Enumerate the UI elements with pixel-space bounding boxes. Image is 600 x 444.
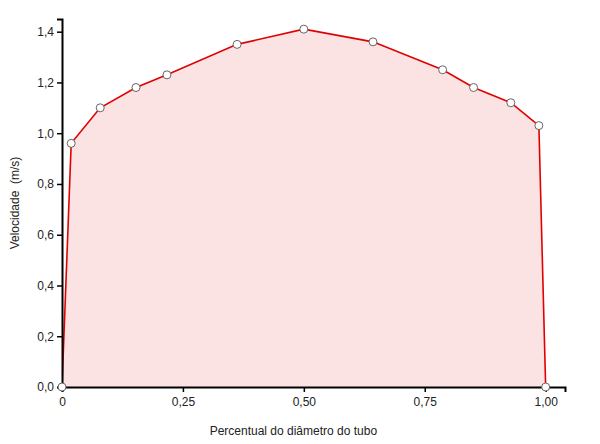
x-axis: 0 0,25 0,50 0,75 1,00 bbox=[59, 387, 565, 409]
y-tick-mark bbox=[57, 31, 62, 33]
data-point bbox=[470, 84, 478, 92]
data-point bbox=[163, 71, 171, 79]
data-group bbox=[62, 29, 546, 387]
axis-line bbox=[57, 20, 63, 388]
chart-svg: 0 0,25 0,50 0,75 1,00 0,0 0,2 0,4 0,6 0,8 1,0 1,2 1,… bbox=[0, 0, 600, 444]
data-line bbox=[62, 29, 546, 387]
data-point bbox=[535, 122, 543, 130]
y-tick-label: 1,0 bbox=[37, 127, 54, 141]
plot-area: 0 0,25 0,50 0,75 1,00 0,0 0,2 0,4 0,6 0,8 1,0 1,2 1,… bbox=[37, 20, 565, 409]
y-tick-mark bbox=[57, 234, 62, 236]
x-tick-mark bbox=[424, 387, 426, 392]
marker-group bbox=[58, 25, 550, 391]
y-tick: 1,0 bbox=[37, 127, 62, 141]
y-tick: 0,8 bbox=[37, 177, 62, 191]
x-tick-label: 0,50 bbox=[293, 395, 317, 409]
data-point bbox=[369, 38, 377, 46]
data-point bbox=[132, 84, 140, 92]
y-tick-label: 0,0 bbox=[37, 380, 54, 394]
y-axis-title: Velocidade (m/s) bbox=[8, 157, 22, 250]
y-tick-label: 1,4 bbox=[37, 25, 54, 39]
y-tick-mark bbox=[57, 285, 62, 287]
x-tick-label: 0,25 bbox=[172, 395, 196, 409]
data-point bbox=[233, 40, 241, 48]
axis-line bbox=[63, 388, 566, 393]
y-tick-label: 0,8 bbox=[37, 177, 54, 191]
y-tick: 0,2 bbox=[37, 330, 62, 344]
y-tick: 1,2 bbox=[37, 76, 62, 90]
data-point bbox=[507, 99, 515, 107]
x-tick-mark bbox=[304, 387, 306, 392]
data-point bbox=[58, 383, 66, 391]
x-axis-title: Percentual do diâmetro do tubo bbox=[210, 424, 378, 438]
x-tick: 0,25 bbox=[172, 387, 196, 409]
x-tick-label: 1,00 bbox=[534, 395, 558, 409]
chart-container: 0 0,25 0,50 0,75 1,00 0,0 0,2 0,4 0,6 0,8 1,0 1,2 1,… bbox=[0, 0, 600, 444]
y-tick-label: 0,4 bbox=[37, 279, 54, 293]
data-point bbox=[96, 104, 104, 112]
x-tick-label: 0,75 bbox=[414, 395, 438, 409]
y-tick-mark bbox=[57, 184, 62, 186]
y-tick: 1,4 bbox=[37, 25, 62, 39]
data-point bbox=[300, 25, 308, 33]
x-tick-mark bbox=[183, 387, 185, 392]
x-tick-label: 0 bbox=[59, 395, 66, 409]
y-tick-mark bbox=[57, 82, 62, 84]
y-axis: 0,0 0,2 0,4 0,6 0,8 1,0 1,2 1,4 bbox=[37, 20, 62, 395]
x-tick: 0,75 bbox=[414, 387, 438, 409]
data-point bbox=[542, 383, 550, 391]
y-tick-label: 0,2 bbox=[37, 330, 54, 344]
y-tick-label: 1,2 bbox=[37, 76, 54, 90]
y-tick-mark bbox=[57, 133, 62, 135]
y-tick-mark bbox=[57, 336, 62, 338]
data-point bbox=[67, 139, 75, 147]
x-tick: 0,50 bbox=[293, 387, 317, 409]
data-point bbox=[439, 66, 447, 74]
area-fill bbox=[62, 29, 546, 387]
y-tick-label: 0,6 bbox=[37, 228, 54, 242]
y-tick: 0,6 bbox=[37, 228, 62, 242]
y-tick: 0,4 bbox=[37, 279, 62, 293]
